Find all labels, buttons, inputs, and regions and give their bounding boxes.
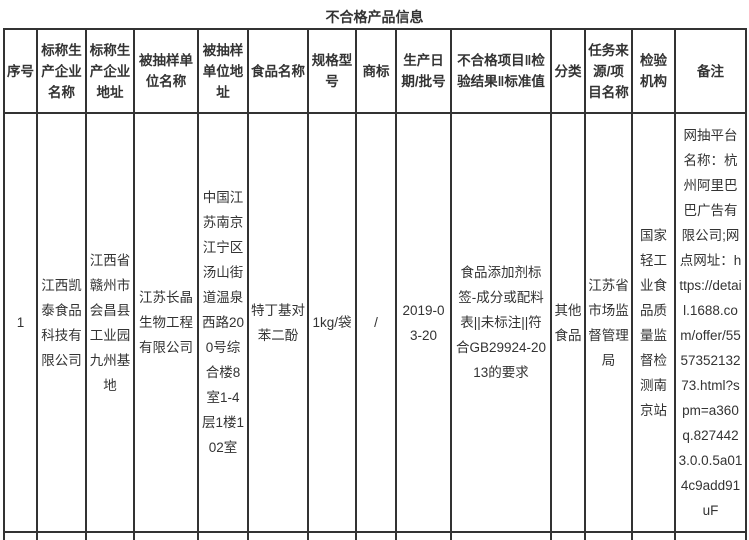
- table-row: 1 江西凯泰食品科技有限公司 江西省赣州市会昌县工业园九州基地 江苏长晶生物工程…: [3, 112, 747, 533]
- cell-production-date: 2019-03-20: [395, 112, 452, 533]
- cell-manufacturer-address: 江西省赣州市会昌县工业园九州基地: [85, 112, 135, 533]
- cell-manufacturer-name: 江西凯泰食品科技有限公司: [36, 112, 87, 533]
- col-header-food-name: 食品名称: [247, 28, 309, 114]
- cell-sampled-unit-address: 中国江苏南京江宁区汤山街道温泉西路200号综合楼8室1-4层1楼102室: [197, 112, 249, 533]
- table-header-row: 序号 标称生产企业名称 标称生产企业地址 被抽样单位名称 被抽样单位地址 食品名…: [3, 28, 747, 114]
- col-header-task-source: 任务来源/项目名称: [584, 28, 633, 114]
- col-header-trademark: 商标: [355, 28, 397, 114]
- col-header-sampled-unit-name: 被抽样单位名称: [133, 28, 199, 114]
- cell-spec-model: 1kg/袋: [307, 112, 357, 533]
- col-header-production-date: 生产日期/批号: [395, 28, 452, 114]
- nonconforming-products-table: 序号 标称生产企业名称 标称生产企业地址 被抽样单位名称 被抽样单位地址 食品名…: [3, 28, 747, 540]
- cell-inspection-agency: 国家轻工业食品质量监督检测南京站: [631, 112, 676, 533]
- col-header-serial-no: 序号: [3, 28, 38, 114]
- cell-serial-no: 1: [3, 112, 38, 533]
- page-title: 不合格产品信息: [325, 9, 424, 25]
- col-header-remarks: 备注: [674, 28, 747, 114]
- cell-failed-item-result-standard: 食品添加剂标签-成分或配料表||未标注||符合GB29924-2013的要求: [450, 112, 552, 533]
- cell-trademark: /: [355, 112, 397, 533]
- cell-remarks: 网抽平台名称：杭州阿里巴巴广告有限公司;网点网址：https://detail.…: [674, 112, 747, 533]
- col-header-spec-model: 规格型号: [307, 28, 357, 114]
- cell-sampled-unit-name: 江苏长晶生物工程有限公司: [133, 112, 199, 533]
- cell-task-source: 江苏省市场监督管理局: [584, 112, 633, 533]
- table-row-partial: [3, 531, 747, 540]
- col-header-manufacturer-address: 标称生产企业地址: [85, 28, 135, 114]
- col-header-failed-item-result-standard: 不合格项目‖检验结果‖标准值: [450, 28, 552, 114]
- col-header-manufacturer-name: 标称生产企业名称: [36, 28, 87, 114]
- col-header-inspection-agency: 检验机构: [631, 28, 676, 114]
- col-header-category: 分类: [550, 28, 586, 114]
- col-header-sampled-unit-address: 被抽样单位地址: [197, 28, 249, 114]
- cell-category: 其他食品: [550, 112, 586, 533]
- cell-food-name: 特丁基对苯二酚: [247, 112, 309, 533]
